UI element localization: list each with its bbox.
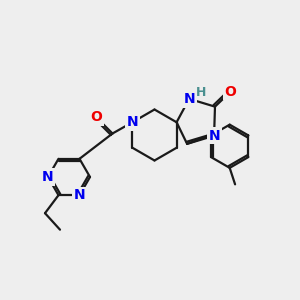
Text: N: N <box>127 115 138 129</box>
Text: N: N <box>183 92 195 106</box>
Text: N: N <box>74 188 85 202</box>
Text: H: H <box>195 86 206 99</box>
Text: N: N <box>42 170 54 184</box>
Text: N: N <box>208 129 220 143</box>
Text: O: O <box>90 110 102 124</box>
Text: O: O <box>225 85 236 99</box>
